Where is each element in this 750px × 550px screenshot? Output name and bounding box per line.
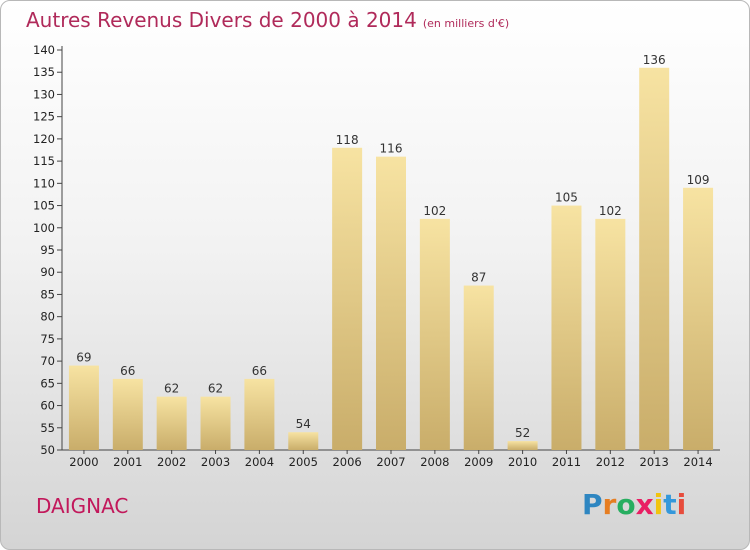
- x-tick-label: 2007: [376, 455, 405, 469]
- y-tick-label: 120: [33, 132, 55, 146]
- logo-letter: i: [653, 488, 664, 521]
- x-tick-label: 2002: [157, 455, 186, 469]
- data-label: 62: [164, 382, 179, 396]
- data-label: 109: [687, 173, 710, 187]
- commune-name: DAIGNAC: [36, 494, 129, 518]
- x-tick-label: 2000: [69, 455, 98, 469]
- y-tick-label: 115: [33, 154, 55, 168]
- x-tick-label: 2012: [596, 455, 625, 469]
- bar: [156, 396, 187, 450]
- data-label: 54: [296, 417, 311, 431]
- x-tick-label: 2010: [508, 455, 537, 469]
- x-tick-label: 2006: [332, 455, 361, 469]
- bar: [551, 205, 582, 450]
- y-tick-label: 70: [40, 354, 55, 368]
- bar: [288, 432, 319, 450]
- bar: [376, 156, 406, 450]
- bar: [419, 218, 450, 450]
- x-tick-label: 2005: [289, 455, 318, 469]
- x-tick-label: 2003: [201, 455, 230, 469]
- logo-letter: i: [676, 488, 687, 521]
- y-tick-label: 100: [33, 221, 55, 235]
- x-tick-label: 2013: [640, 455, 669, 469]
- bar: [112, 378, 143, 450]
- logo-letter: P: [582, 488, 603, 521]
- bar: [639, 67, 670, 451]
- x-tick-label: 2008: [420, 455, 449, 469]
- data-label: 66: [120, 364, 135, 378]
- data-label: 102: [423, 204, 446, 218]
- data-label: 69: [76, 351, 91, 365]
- y-tick-label: 65: [40, 376, 55, 390]
- chart-title: Autres Revenus Divers de 2000 à 2014 (en …: [26, 8, 509, 32]
- x-tick-label: 2011: [552, 455, 581, 469]
- bar: [200, 396, 231, 450]
- x-tick-label: 2009: [464, 455, 493, 469]
- data-label: 105: [555, 191, 578, 205]
- proxiti-logo: Proxiti: [582, 488, 686, 521]
- data-label: 116: [380, 142, 403, 156]
- y-tick-label: 75: [40, 332, 55, 346]
- data-label: 102: [599, 204, 622, 218]
- logo-letter: o: [616, 488, 636, 521]
- chart-title-text: Autres Revenus Divers de 2000 à 2014: [26, 8, 417, 32]
- x-tick-label: 2004: [245, 455, 274, 469]
- x-tick-label: 2001: [113, 455, 142, 469]
- y-tick-label: 130: [33, 87, 55, 101]
- bar: [68, 365, 99, 450]
- logo-letter: t: [663, 488, 677, 521]
- bar: [244, 378, 275, 450]
- y-tick-label: 95: [40, 243, 55, 257]
- bar: [683, 187, 714, 450]
- y-tick-label: 105: [33, 199, 55, 213]
- logo-letter: x: [635, 488, 654, 521]
- data-label: 87: [471, 271, 486, 285]
- y-tick-label: 140: [33, 43, 55, 57]
- data-label: 136: [643, 53, 666, 67]
- data-label: 66: [252, 364, 267, 378]
- x-tick-label: 2014: [683, 455, 712, 469]
- y-tick-label: 85: [40, 287, 55, 301]
- logo-letter: r: [602, 488, 617, 521]
- y-tick-label: 90: [40, 265, 55, 279]
- y-tick-label: 55: [40, 421, 55, 435]
- bar: [507, 441, 538, 450]
- bar: [332, 147, 363, 450]
- bar: [463, 285, 494, 450]
- y-tick-label: 125: [33, 110, 55, 124]
- data-label: 52: [515, 426, 530, 440]
- y-tick-label: 50: [40, 443, 55, 457]
- y-tick-label: 135: [33, 65, 55, 79]
- y-tick-label: 80: [40, 310, 55, 324]
- bar: [595, 218, 626, 450]
- chart-unit: (en milliers d'€): [422, 17, 510, 30]
- data-label: 62: [208, 382, 223, 396]
- y-tick-label: 60: [40, 399, 55, 413]
- y-tick-label: 110: [33, 176, 55, 190]
- data-label: 118: [336, 133, 359, 147]
